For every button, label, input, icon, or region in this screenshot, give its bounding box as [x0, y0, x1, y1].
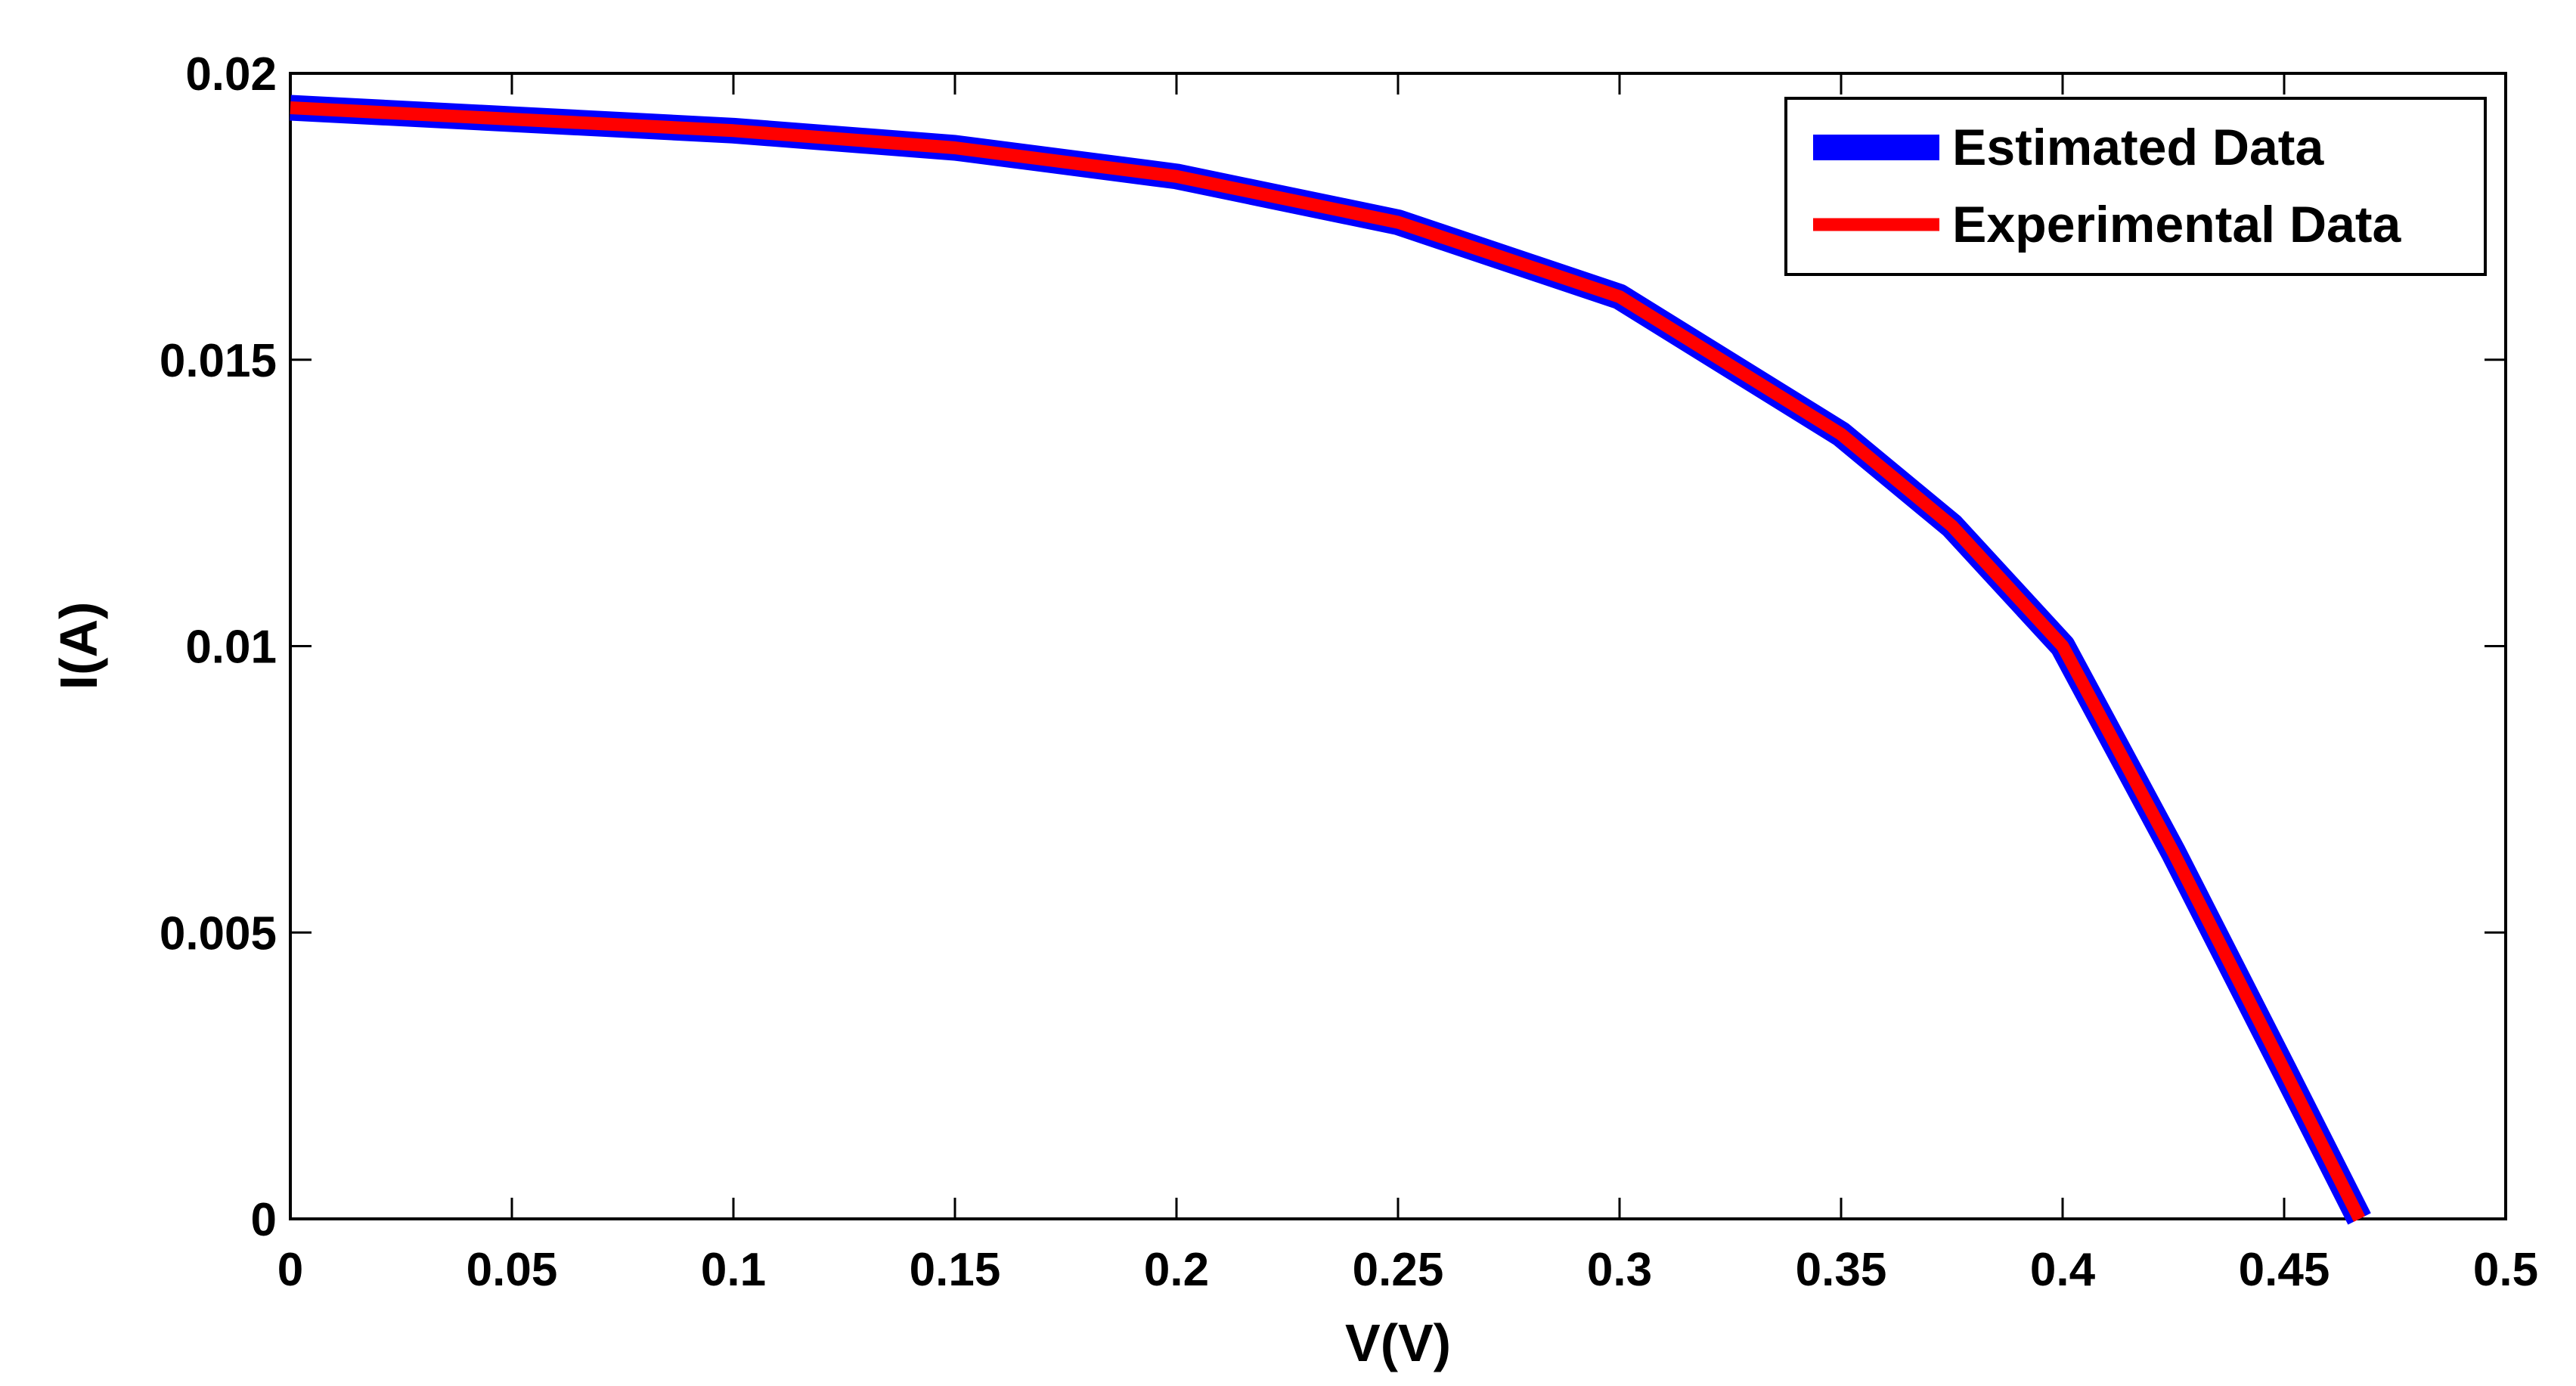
legend: Estimated Data Experimental Data: [1784, 97, 2487, 276]
series-line-experimental-data: [290, 101, 2366, 1222]
y-tick-label: 0: [251, 1194, 277, 1246]
y-tick-label: 0.02: [185, 48, 277, 101]
y-tick-label: 0.01: [185, 622, 277, 674]
y-tick-labels: 0 0.005 0.01 0.015 0.02: [160, 48, 277, 1246]
legend-label-estimated-data: Estimated Data: [1952, 119, 2324, 176]
x-tick-label: 0.25: [1353, 1244, 1444, 1296]
y-tick-label: 0.015: [160, 335, 277, 387]
series-layer: [290, 95, 2371, 1225]
x-axis-title: V(V): [1345, 1313, 1451, 1372]
x-tick-label: 0.45: [2239, 1244, 2330, 1296]
y-tick-label: 0.005: [160, 907, 277, 960]
y-axis-title: I(A): [49, 602, 108, 690]
x-tick-labels: 0 0.05 0.1 0.15 0.2 0.25 0.3 0.35 0.4 0.45 0.5: [277, 1244, 2538, 1296]
x-tick-label: 0.15: [910, 1244, 1001, 1296]
legend-label-experimental-data: Experimental Data: [1952, 196, 2402, 253]
x-tick-label: 0.2: [1144, 1244, 1209, 1296]
x-tick-label: 0: [277, 1244, 303, 1296]
axis-ticks: [289, 72, 2507, 1220]
x-tick-label: 0.3: [1587, 1244, 1652, 1296]
x-tick-label: 0.35: [1796, 1244, 1887, 1296]
x-tick-label: 0.1: [701, 1244, 766, 1296]
x-tick-label: 0.4: [2030, 1244, 2096, 1296]
legend-box: [1784, 97, 2487, 276]
x-tick-label: 0.05: [467, 1244, 558, 1296]
x-tick-label: 0.5: [2473, 1244, 2538, 1296]
